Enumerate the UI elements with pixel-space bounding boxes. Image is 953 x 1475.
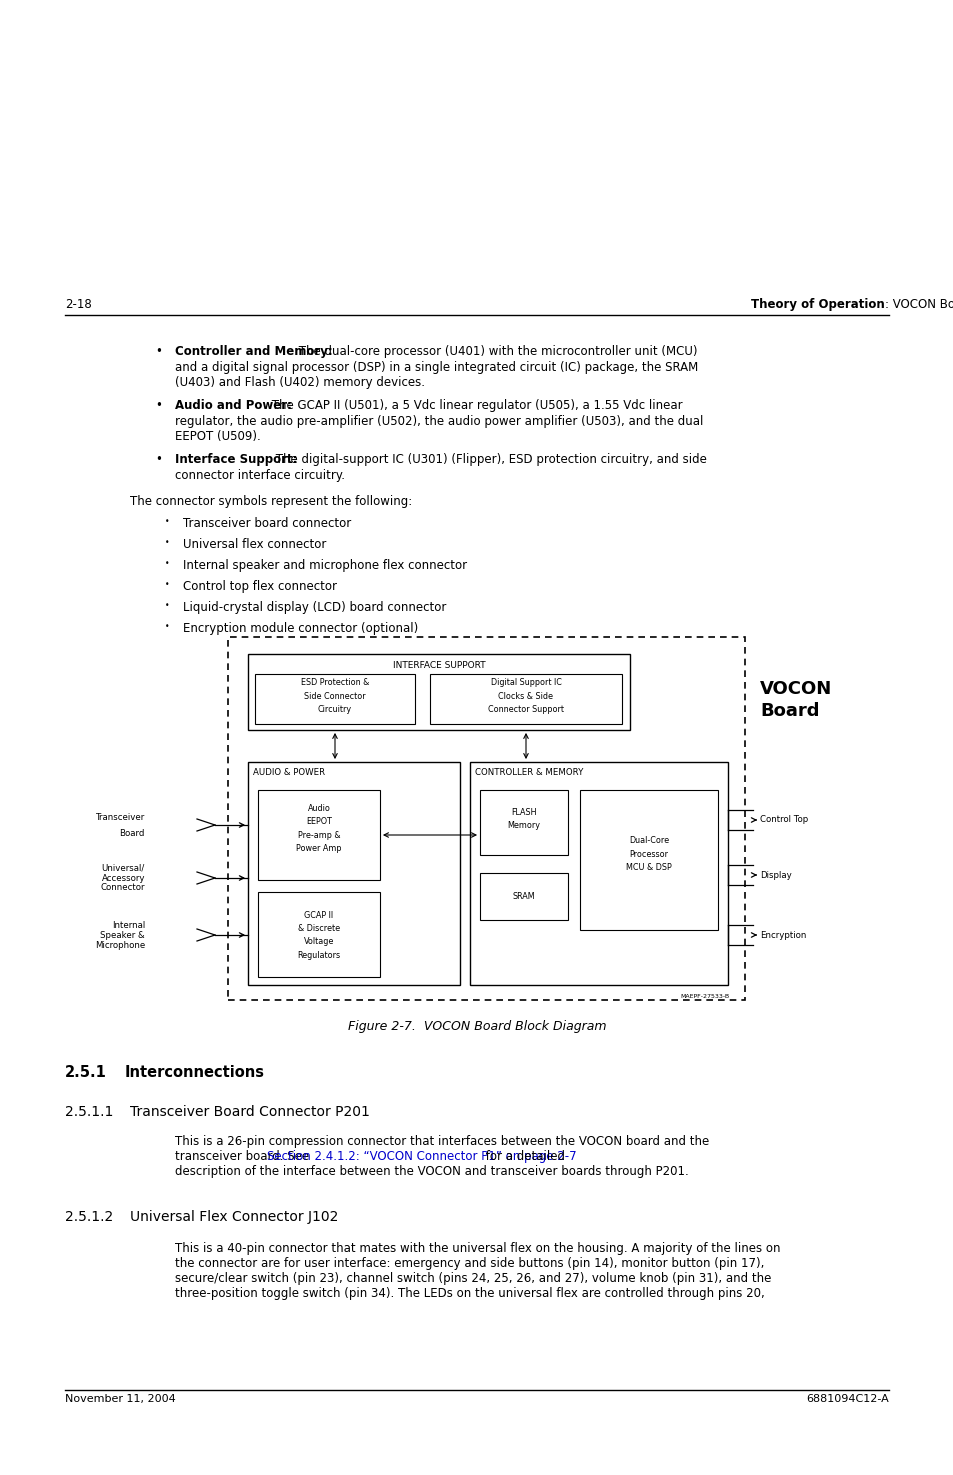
Text: The connector symbols represent the following:: The connector symbols represent the foll… — [130, 496, 412, 509]
Text: and a digital signal processor (DSP) in a single integrated circuit (IC) package: and a digital signal processor (DSP) in … — [174, 360, 698, 373]
Text: 6881094C12-A: 6881094C12-A — [805, 1394, 888, 1404]
Text: Clocks & Side: Clocks & Side — [498, 692, 553, 701]
Text: Transceiver Board Connector P201: Transceiver Board Connector P201 — [130, 1105, 370, 1120]
Text: Pre-amp &: Pre-amp & — [297, 830, 340, 839]
Bar — [228, 637, 744, 1000]
Text: Transceiver board connector: Transceiver board connector — [183, 518, 351, 530]
Text: Audio: Audio — [307, 804, 330, 813]
Text: Digital Support IC: Digital Support IC — [490, 678, 561, 687]
Bar — [248, 763, 459, 985]
Text: Side Connector: Side Connector — [304, 692, 365, 701]
Text: This is a 40-pin connector that mates with the universal flex on the housing. A : This is a 40-pin connector that mates wi… — [174, 1242, 780, 1255]
Text: MCU & DSP: MCU & DSP — [625, 863, 671, 872]
Bar — [479, 791, 567, 855]
Text: Figure 2-7.  VOCON Board Block Diagram: Figure 2-7. VOCON Board Block Diagram — [348, 1021, 605, 1032]
Text: November 11, 2004: November 11, 2004 — [65, 1394, 175, 1404]
Text: Circuitry: Circuitry — [317, 705, 352, 714]
Text: •: • — [165, 621, 170, 631]
Text: Connector Support: Connector Support — [488, 705, 563, 714]
Text: SRAM: SRAM — [512, 892, 535, 901]
Text: Transceiver: Transceiver — [95, 813, 145, 822]
Text: Power Amp: Power Amp — [296, 844, 341, 853]
Text: The digital-support IC (U301) (Flipper), ESD protection circuitry, and side: The digital-support IC (U301) (Flipper),… — [272, 453, 706, 466]
Text: : VOCON Board: : VOCON Board — [884, 298, 953, 311]
Text: 2.5.1: 2.5.1 — [65, 1065, 107, 1080]
Text: Display: Display — [760, 870, 791, 879]
Text: connector interface circuitry.: connector interface circuitry. — [174, 469, 345, 482]
Text: for a detailed: for a detailed — [481, 1150, 564, 1162]
Text: ESD Protection &: ESD Protection & — [300, 678, 369, 687]
Text: The dual-core processor (U401) with the microcontroller unit (MCU): The dual-core processor (U401) with the … — [294, 345, 697, 358]
Text: Voltage: Voltage — [303, 938, 334, 947]
Text: Internal: Internal — [112, 920, 145, 929]
Text: three-position toggle switch (pin 34). The LEDs on the universal flex are contro: three-position toggle switch (pin 34). T… — [174, 1288, 764, 1299]
Text: Memory: Memory — [507, 822, 540, 830]
Text: Accessory: Accessory — [101, 873, 145, 882]
Bar — [579, 791, 718, 931]
Text: 2.5.1.2: 2.5.1.2 — [65, 1210, 113, 1224]
Text: EEPOT: EEPOT — [306, 817, 332, 826]
Text: AUDIO & POWER: AUDIO & POWER — [253, 768, 325, 777]
Bar — [257, 791, 379, 881]
Text: Regulators: Regulators — [297, 951, 340, 960]
Text: the connector are for user interface: emergency and side buttons (pin 14), monit: the connector are for user interface: em… — [174, 1257, 763, 1270]
Bar — [470, 763, 727, 985]
Text: Encryption: Encryption — [760, 931, 805, 940]
Text: Microphone: Microphone — [94, 941, 145, 950]
Text: & Discrete: & Discrete — [297, 925, 339, 934]
Text: Controller and Memory:: Controller and Memory: — [174, 345, 333, 358]
Text: Theory of Operation: Theory of Operation — [750, 298, 884, 311]
Text: Board: Board — [760, 702, 819, 720]
Text: EEPOT (U509).: EEPOT (U509). — [174, 431, 260, 444]
Text: Internal speaker and microphone flex connector: Internal speaker and microphone flex con… — [183, 559, 467, 572]
Text: •: • — [154, 453, 162, 466]
Bar — [430, 674, 621, 724]
Text: Liquid-crystal display (LCD) board connector: Liquid-crystal display (LCD) board conne… — [183, 600, 446, 614]
Text: Control Top: Control Top — [760, 816, 807, 825]
Text: description of the interface between the VOCON and transceiver boards through P2: description of the interface between the… — [174, 1165, 688, 1179]
Text: The GCAP II (U501), a 5 Vdc linear regulator (U505), a 1.55 Vdc linear: The GCAP II (U501), a 5 Vdc linear regul… — [268, 400, 682, 412]
Text: •: • — [165, 538, 170, 547]
Text: Universal/: Universal/ — [102, 863, 145, 873]
Bar — [254, 674, 415, 724]
Text: transceiver board. See: transceiver board. See — [174, 1150, 313, 1162]
Text: Section 2.4.1.2: “VOCON Connector P1” on page 2-7: Section 2.4.1.2: “VOCON Connector P1” on… — [267, 1150, 576, 1162]
Text: Board: Board — [119, 829, 145, 838]
Text: secure/clear switch (pin 23), channel switch (pins 24, 25, 26, and 27), volume k: secure/clear switch (pin 23), channel sw… — [174, 1271, 771, 1285]
Text: This is a 26-pin compression connector that interfaces between the VOCON board a: This is a 26-pin compression connector t… — [174, 1134, 708, 1148]
Text: FLASH: FLASH — [511, 808, 537, 817]
Text: 2-18: 2-18 — [65, 298, 91, 311]
Text: GCAP II: GCAP II — [304, 912, 334, 920]
Bar — [257, 892, 379, 976]
Text: Interconnections: Interconnections — [125, 1065, 265, 1080]
Text: •: • — [154, 345, 162, 358]
Text: •: • — [165, 518, 170, 527]
Text: •: • — [165, 600, 170, 609]
Text: Audio and Power:: Audio and Power: — [174, 400, 292, 412]
Text: CONTROLLER & MEMORY: CONTROLLER & MEMORY — [475, 768, 582, 777]
Text: Universal flex connector: Universal flex connector — [183, 538, 326, 552]
Text: 2.5.1.1: 2.5.1.1 — [65, 1105, 113, 1120]
Text: Speaker &: Speaker & — [100, 931, 145, 940]
Text: •: • — [154, 400, 162, 412]
Text: Universal Flex Connector J102: Universal Flex Connector J102 — [130, 1210, 338, 1224]
Text: Encryption module connector (optional): Encryption module connector (optional) — [183, 621, 417, 634]
Bar — [479, 873, 567, 920]
Text: INTERFACE SUPPORT: INTERFACE SUPPORT — [393, 661, 485, 670]
Text: •: • — [165, 580, 170, 589]
Text: VOCON: VOCON — [760, 680, 831, 698]
Text: Connector: Connector — [100, 884, 145, 892]
Text: •: • — [165, 559, 170, 568]
Text: Processor: Processor — [629, 850, 668, 858]
Text: Interface Support:: Interface Support: — [174, 453, 297, 466]
Bar — [248, 653, 629, 730]
Text: Dual-Core: Dual-Core — [628, 836, 668, 845]
Text: Control top flex connector: Control top flex connector — [183, 580, 336, 593]
Text: regulator, the audio pre-amplifier (U502), the audio power amplifier (U503), and: regulator, the audio pre-amplifier (U502… — [174, 414, 702, 428]
Text: (U403) and Flash (U402) memory devices.: (U403) and Flash (U402) memory devices. — [174, 376, 424, 389]
Text: MAEPF-27533-B: MAEPF-27533-B — [680, 994, 729, 999]
